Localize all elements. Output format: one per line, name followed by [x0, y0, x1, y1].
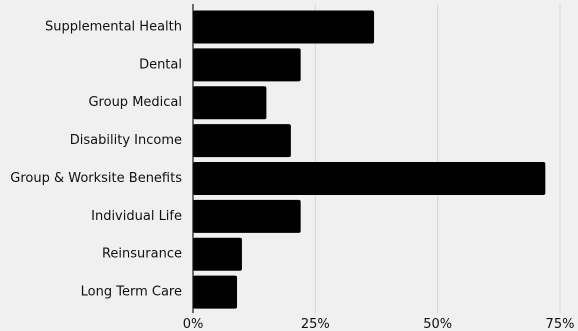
bar — [193, 237, 242, 271]
category-label: Individual Life — [91, 209, 182, 224]
x-tick-labels: 0% 25% 50% 75% — [183, 317, 575, 331]
x-tick-label: 75% — [546, 317, 575, 331]
category-label: Supplemental Health — [45, 19, 182, 34]
x-tick-label: 50% — [423, 317, 452, 331]
x-tick-label: 0% — [183, 317, 204, 331]
category-labels: Supplemental Health Dental Group Medical Di… — [10, 19, 182, 299]
bars — [193, 10, 546, 309]
bar — [193, 86, 267, 120]
bar — [193, 48, 301, 82]
category-label: Long Term Care — [81, 285, 182, 300]
bar — [193, 124, 291, 158]
category-label: Reinsurance — [102, 247, 182, 262]
x-tick-label: 25% — [301, 317, 330, 331]
bar — [193, 10, 375, 44]
category-label: Disability Income — [70, 133, 182, 148]
bar — [193, 199, 301, 233]
category-label: Group & Worksite Benefits — [10, 171, 182, 186]
gridlines — [314, 4, 561, 313]
category-label: Dental — [139, 57, 182, 72]
category-label: Group Medical — [88, 95, 182, 110]
bar — [193, 275, 238, 309]
bar — [193, 161, 546, 195]
